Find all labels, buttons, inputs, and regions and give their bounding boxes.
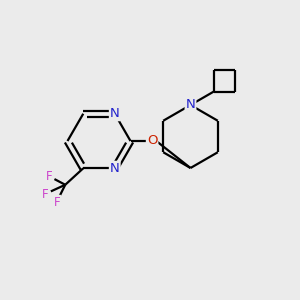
- Text: N: N: [186, 98, 195, 112]
- Text: O: O: [147, 134, 157, 148]
- Text: N: N: [110, 107, 120, 120]
- Text: F: F: [46, 170, 53, 183]
- Text: F: F: [41, 188, 48, 201]
- Text: F: F: [53, 196, 60, 209]
- Text: N: N: [110, 162, 120, 175]
